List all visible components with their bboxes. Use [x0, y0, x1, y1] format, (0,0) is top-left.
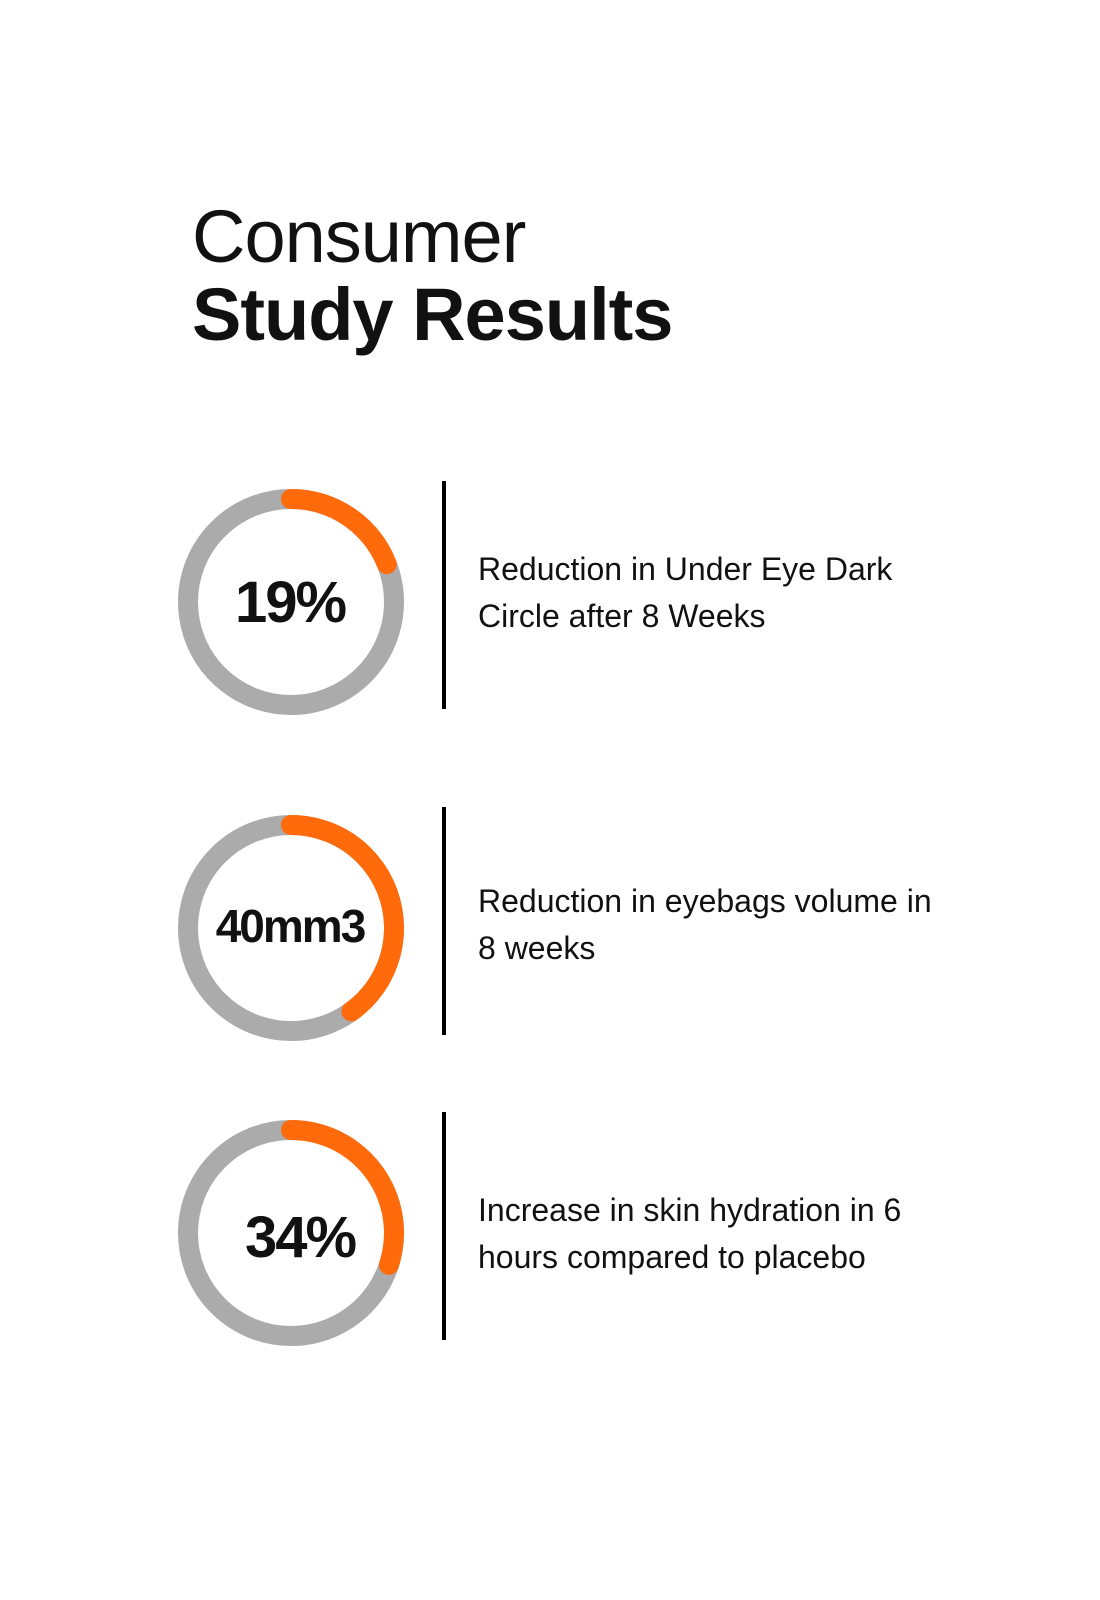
ring-svg	[178, 489, 404, 715]
stat-item: 40mm3 Reduction in eyebags volume in 8 w…	[0, 807, 1100, 1041]
title-line-2: Study Results	[192, 273, 673, 356]
stat-value: 40mm3	[215, 900, 367, 952]
divider	[442, 481, 446, 709]
stat-value: 34%	[244, 1204, 357, 1270]
ring-svg	[178, 1120, 404, 1346]
title-line-1: Consumer	[192, 195, 526, 278]
stat-item: 34% Increase in skin hydration in 6 hour…	[0, 1112, 1100, 1346]
progress-ring	[176, 1118, 406, 1348]
divider	[442, 807, 446, 1035]
progress-ring	[176, 813, 406, 1043]
progress-ring	[176, 487, 406, 717]
stat-description: Reduction in Under Eye Dark Circle after…	[478, 551, 893, 634]
page-title: Consumer Study Results	[192, 195, 673, 356]
stat-item: 19% Reduction in Under Eye Dark Circle a…	[0, 481, 1100, 715]
ring-progress-arc	[178, 815, 404, 1041]
divider	[442, 1112, 446, 1340]
stat-description: Increase in skin hydration in 6 hours co…	[478, 1192, 902, 1275]
stat-description: Reduction in eyebags volume in 8 weeks	[478, 883, 932, 966]
ring-svg	[178, 815, 404, 1041]
stat-value: 19%	[234, 569, 347, 635]
ring-progress-arc	[178, 489, 404, 715]
ring-progress-arc	[178, 1120, 404, 1346]
